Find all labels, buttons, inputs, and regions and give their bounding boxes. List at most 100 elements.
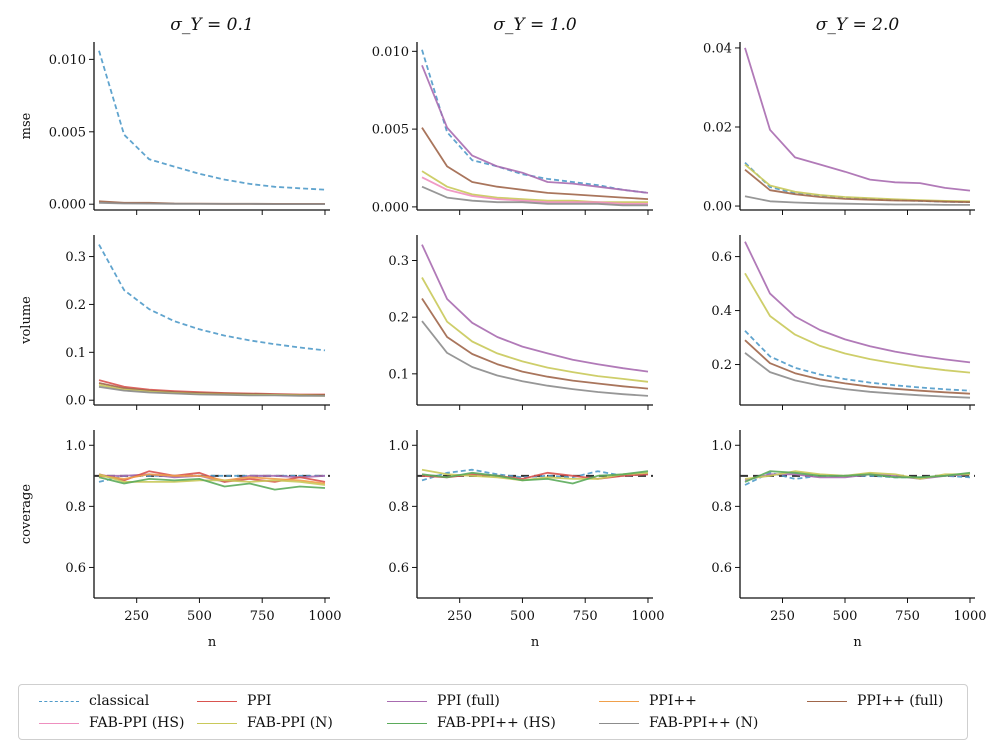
y-tick-label: 0.2 (711, 358, 732, 373)
legend-swatch (39, 700, 79, 702)
series-line-ppi-full- (744, 47, 971, 192)
series-line-ppi-full- (744, 339, 971, 395)
x-axis-label: n (531, 635, 540, 650)
legend-swatch (387, 700, 427, 702)
series-line-ppi-full- (421, 64, 649, 194)
legend-item-ppi-: PPI++ (599, 690, 697, 712)
series-line-fab-ppi-n- (421, 277, 649, 383)
legend-item-fab-ppi-n-: FAB-PPI (N) (197, 712, 333, 734)
panel-r1-c2: 0.2 0.4 0.6 (711, 235, 975, 410)
y-tick-label: 0.8 (388, 500, 409, 515)
y-tick-label: 0.6 (711, 561, 732, 576)
legend-item-fab-ppi-hs-: FAB-PPI++ (HS) (387, 712, 556, 734)
series-line-ppi-full- (744, 169, 971, 203)
column-title-1: σ_Y = 1.0 (493, 15, 577, 35)
series-line-fab-ppi-hs- (744, 470, 971, 483)
legend-label: classical (89, 693, 150, 709)
series-line-classical (744, 161, 971, 203)
series-line-ppi- (98, 473, 326, 485)
x-tick-label: 750 (250, 609, 275, 624)
legend-swatch (387, 722, 427, 724)
legend-swatch (197, 700, 237, 702)
series-line-fab-ppi-n- (744, 352, 971, 399)
column-title-2: σ_Y = 2.0 (816, 15, 900, 35)
panel-r2-c1: 0.6 0.8 1.0 250 500 750 1000 n (388, 430, 665, 650)
legend-item-ppi: PPI (197, 690, 271, 712)
x-tick-label: 250 (124, 609, 149, 624)
series-line-ppi-full- (421, 298, 649, 390)
x-tick-label: 1000 (308, 609, 341, 624)
series-line-ppi-full- (421, 127, 649, 200)
x-axis-label: n (853, 635, 862, 650)
y-tick-label: 1.0 (65, 439, 86, 454)
y-tick-label: 0.3 (388, 254, 409, 269)
legend-swatch (599, 700, 639, 702)
y-tick-label: 0.04 (703, 41, 732, 56)
series-line-ppi-full- (421, 244, 649, 373)
legend-label: FAB-PPI (N) (247, 715, 333, 731)
legend-label: PPI++ (full) (857, 693, 944, 709)
series-line-ppi (98, 379, 325, 396)
row-label-coverage: coverage (19, 484, 34, 544)
row-label-mse: mse (19, 112, 34, 139)
panel-r1-c0: 0.0 0.1 0.2 0.3 (65, 235, 330, 410)
series-line-fab-ppi-hs- (98, 476, 326, 491)
legend-label: FAB-PPI++ (HS) (437, 715, 556, 731)
y-tick-label: 0.8 (65, 500, 86, 515)
legend-label: FAB-PPI (HS) (89, 715, 185, 731)
panel-r0-c0: 0.000 0.005 0.010 (49, 42, 330, 215)
x-tick-label: 1000 (953, 609, 986, 624)
y-tick-label: 0.1 (65, 346, 86, 361)
y-tick-label: 0.6 (711, 250, 732, 265)
x-tick-label: 750 (895, 609, 920, 624)
y-tick-label: 0.2 (65, 298, 86, 313)
series-line-fab-ppi-n- (744, 272, 971, 374)
legend-item-fab-ppi-hs-: FAB-PPI (HS) (39, 712, 184, 734)
legend-item-ppi-full-: PPI (full) (387, 690, 500, 712)
legend-label: PPI (full) (437, 693, 500, 709)
y-tick-label: 0.02 (703, 120, 732, 135)
series-line-fab-ppi-hs- (421, 470, 649, 485)
series-line-fab-ppi-hs- (421, 176, 648, 205)
legend: classical PPI PPI (full) PPI++ PPI++ (full) F… (18, 684, 968, 740)
figure: σ_Y = 0.1 σ_Y = 1.0 σ_Y = 2.0 mse volume cov… (19, 15, 987, 650)
y-tick-label: 0.005 (49, 125, 86, 140)
y-tick-label: 0.00 (703, 200, 732, 215)
y-tick-label: 0.3 (65, 250, 86, 265)
legend-swatch (599, 722, 639, 724)
y-tick-label: 0.8 (711, 500, 732, 515)
y-tick-label: 1.0 (711, 439, 732, 454)
y-tick-label: 0.010 (49, 53, 86, 68)
panel-r0-c2: 0.00 0.02 0.04 (703, 41, 975, 215)
row-label-volume: volume (19, 296, 34, 345)
panel-r0-c1: 0.000 0.005 0.010 (372, 42, 653, 215)
series-line-classical (98, 244, 326, 352)
legend-label: PPI (247, 693, 272, 709)
y-tick-label: 0.6 (65, 561, 86, 576)
series-line-classical (98, 474, 325, 483)
legend-label: FAB-PPI++ (N) (649, 715, 759, 731)
series-line-ppi-full- (744, 241, 971, 364)
series-line-fab-ppi-n- (98, 201, 325, 206)
y-tick-label: 0.4 (711, 304, 732, 319)
y-tick-label: 1.0 (388, 439, 409, 454)
x-tick-label: 250 (770, 609, 795, 624)
panel-r2-c0: 0.6 0.8 1.0 250 500 750 1000 n (65, 430, 342, 650)
y-tick-label: 0.2 (388, 311, 409, 326)
y-tick-label: 0.005 (372, 123, 409, 138)
legend-swatch (39, 722, 79, 724)
x-tick-label: 500 (510, 609, 535, 624)
legend-label: PPI++ (649, 693, 697, 709)
column-titles: σ_Y = 0.1 σ_Y = 1.0 σ_Y = 2.0 (170, 15, 899, 35)
x-tick-label: 750 (573, 609, 598, 624)
legend-item-fab-ppi-n-: FAB-PPI++ (N) (599, 712, 758, 734)
column-title-0: σ_Y = 0.1 (170, 15, 253, 35)
series-line-fab-ppi-n- (744, 163, 971, 203)
series-line-fab-ppi-n- (98, 385, 325, 397)
panels: 0.0000.0050.0100.0000.0050.0100.000.020.… (49, 41, 987, 650)
y-tick-label: 0.0 (65, 394, 86, 409)
y-tick-label: 0.1 (388, 367, 409, 382)
legend-swatch (197, 722, 237, 724)
series-line-fab-ppi-n- (421, 185, 648, 207)
series-line-fab-ppi-n- (744, 195, 970, 206)
